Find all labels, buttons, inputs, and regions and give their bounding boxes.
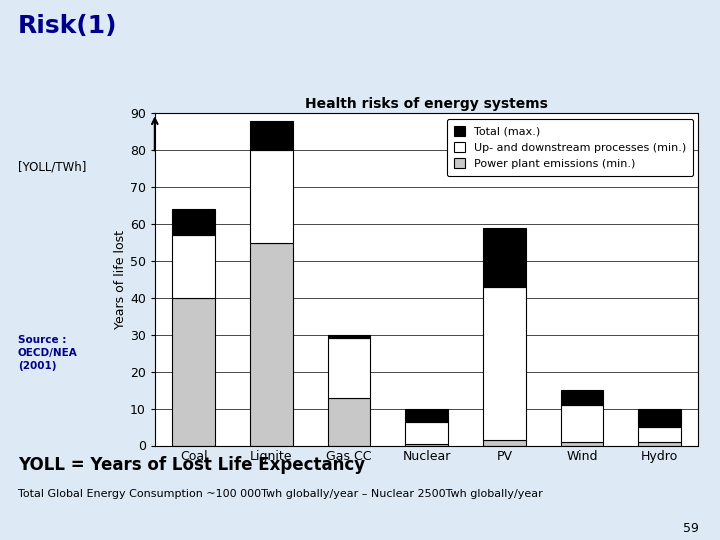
Text: Risk(1): Risk(1) xyxy=(18,14,117,37)
Bar xyxy=(561,405,603,442)
Bar xyxy=(561,390,603,405)
Text: Source :
OECD/NEA
(2001): Source : OECD/NEA (2001) xyxy=(18,335,78,371)
Text: Total Global Energy Consumption ~100 000Twh globally/year – Nuclear 2500Twh glob: Total Global Energy Consumption ~100 000… xyxy=(18,489,543,499)
Bar xyxy=(172,210,215,235)
Text: 59: 59 xyxy=(683,522,698,535)
Bar xyxy=(250,242,292,446)
Bar xyxy=(328,339,370,397)
Title: Health risks of energy systems: Health risks of energy systems xyxy=(305,97,548,111)
Bar xyxy=(638,427,681,442)
Bar xyxy=(638,409,681,427)
Bar xyxy=(405,422,448,444)
Bar xyxy=(561,442,603,446)
Bar xyxy=(250,150,292,242)
Text: [YOLL/TWh]: [YOLL/TWh] xyxy=(18,161,86,174)
Bar xyxy=(483,228,526,287)
Bar xyxy=(172,298,215,446)
Text: YOLL = Years of Lost Life Expectancy: YOLL = Years of Lost Life Expectancy xyxy=(18,456,365,474)
Bar xyxy=(328,335,370,339)
Bar xyxy=(172,235,215,298)
Bar xyxy=(405,409,448,422)
Bar xyxy=(483,287,526,440)
Bar xyxy=(638,442,681,446)
Bar xyxy=(405,444,448,446)
Bar xyxy=(483,440,526,445)
Bar xyxy=(250,121,292,150)
Y-axis label: Years of life lost: Years of life lost xyxy=(114,230,127,329)
Legend: Total (max.), Up- and downstream processes (min.), Power plant emissions (min.): Total (max.), Up- and downstream process… xyxy=(447,119,693,176)
Bar xyxy=(328,397,370,446)
